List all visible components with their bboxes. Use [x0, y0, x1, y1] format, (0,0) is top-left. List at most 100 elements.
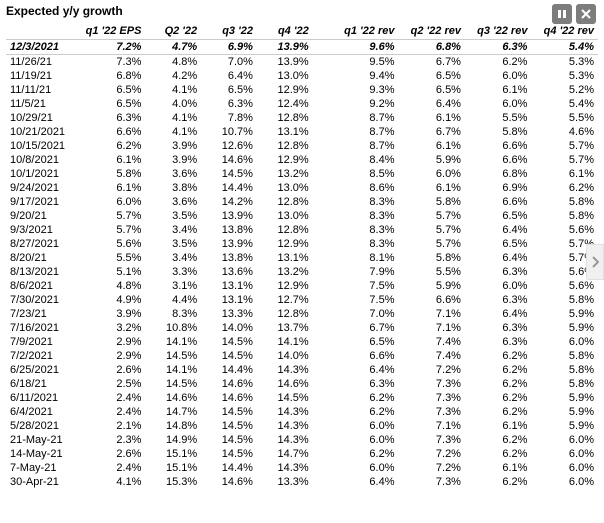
cell-value: 9.6% [332, 40, 398, 55]
cell-value: 6.1% [77, 181, 146, 195]
cell-value: 6.0% [332, 419, 398, 433]
cell-date: 7/30/2021 [6, 293, 77, 307]
cell-value: 6.1% [398, 181, 464, 195]
cell-value: 3.8% [145, 181, 201, 195]
cell-value: 3.9% [145, 139, 201, 153]
cell-value: 4.1% [145, 83, 201, 97]
cell-value: 5.8% [531, 377, 598, 391]
cell-value: 7.9% [332, 265, 398, 279]
cell-value: 6.0% [77, 195, 146, 209]
cell-value: 4.6% [531, 125, 598, 139]
cell-value: 5.8% [398, 195, 464, 209]
cell-value: 4.1% [145, 111, 201, 125]
cell-date: 14-May-21 [6, 447, 77, 461]
cell-date: 9/17/2021 [6, 195, 77, 209]
table-row: 21-May-212.3%14.9%14.5%14.3%6.0%7.3%6.2%… [6, 433, 598, 447]
cell-value: 6.5% [398, 69, 464, 83]
cell-value: 14.5% [201, 405, 257, 419]
cell-value: 6.3% [465, 40, 531, 55]
cell-value: 13.1% [257, 125, 313, 139]
cell-value: 10.7% [201, 125, 257, 139]
cell-value: 6.0% [332, 461, 398, 475]
cell-value: 5.7% [398, 209, 464, 223]
cell-value: 14.6% [201, 475, 257, 489]
cell-value: 5.7% [531, 139, 598, 153]
cell-date: 10/21/2021 [6, 125, 77, 139]
cell-value: 14.7% [257, 447, 313, 461]
cell-value: 14.5% [201, 433, 257, 447]
cell-value: 6.3% [465, 265, 531, 279]
cell-value: 5.5% [77, 251, 146, 265]
cell-value: 4.1% [77, 475, 146, 489]
cell-value: 9.5% [332, 55, 398, 70]
col-q1-eps: q1 '22 EPS [77, 24, 146, 40]
cell-gap [313, 461, 332, 475]
cell-value: 6.2% [332, 447, 398, 461]
cell-value: 3.2% [77, 321, 146, 335]
cell-value: 6.7% [398, 125, 464, 139]
cell-value: 6.0% [332, 433, 398, 447]
cell-value: 8.3% [332, 223, 398, 237]
cell-value: 14.5% [201, 167, 257, 181]
table-row: 10/1/20215.8%3.6%14.5%13.2%8.5%6.0%6.8%6… [6, 167, 598, 181]
cell-value: 5.9% [531, 321, 598, 335]
cell-date: 11/5/21 [6, 97, 77, 111]
cell-gap [313, 69, 332, 83]
cell-value: 6.3% [465, 321, 531, 335]
cell-value: 8.3% [332, 195, 398, 209]
cell-value: 4.9% [77, 293, 146, 307]
next-arrow-button[interactable] [586, 244, 604, 280]
cell-value: 5.6% [531, 223, 598, 237]
cell-value: 13.1% [201, 279, 257, 293]
cell-value: 8.3% [332, 237, 398, 251]
cell-date: 6/18/21 [6, 377, 77, 391]
cell-value: 13.0% [257, 209, 313, 223]
cell-value: 6.1% [77, 153, 146, 167]
cell-value: 5.8% [531, 209, 598, 223]
col-q2: Q2 '22 [145, 24, 201, 40]
cell-value: 6.0% [465, 279, 531, 293]
table-row: 11/5/216.5%4.0%6.3%12.4%9.2%6.4%6.0%5.4% [6, 97, 598, 111]
cell-value: 14.5% [201, 335, 257, 349]
cell-value: 5.4% [531, 97, 598, 111]
cell-gap [313, 265, 332, 279]
cell-value: 6.5% [465, 209, 531, 223]
cell-value: 12.8% [257, 307, 313, 321]
cell-value: 14.5% [257, 391, 313, 405]
cell-value: 8.1% [332, 251, 398, 265]
cell-value: 7.2% [398, 461, 464, 475]
cell-gap [313, 321, 332, 335]
cell-gap [313, 419, 332, 433]
cell-value: 8.4% [332, 153, 398, 167]
cell-value: 2.9% [77, 335, 146, 349]
cell-value: 3.1% [145, 279, 201, 293]
cell-gap [313, 293, 332, 307]
cell-value: 14.3% [257, 419, 313, 433]
col-q3: q3 '22 [201, 24, 257, 40]
cell-value: 14.4% [201, 461, 257, 475]
cell-value: 4.4% [145, 293, 201, 307]
cell-value: 12.9% [257, 237, 313, 251]
cell-value: 6.8% [398, 40, 464, 55]
cell-value: 13.0% [257, 69, 313, 83]
cell-value: 6.4% [465, 223, 531, 237]
table-row: 8/27/20215.6%3.5%13.9%12.9%8.3%5.7%6.5%5… [6, 237, 598, 251]
cell-value: 6.1% [398, 111, 464, 125]
cell-value: 14.9% [145, 433, 201, 447]
cell-value: 7.3% [398, 475, 464, 489]
cell-date: 30-Apr-21 [6, 475, 77, 489]
cell-value: 6.9% [465, 181, 531, 195]
cell-value: 6.3% [465, 293, 531, 307]
cell-value: 6.1% [465, 461, 531, 475]
cell-value: 8.7% [332, 139, 398, 153]
pause-button[interactable] [552, 4, 572, 24]
cell-gap [313, 40, 332, 55]
cell-value: 3.9% [77, 307, 146, 321]
cell-gap [313, 447, 332, 461]
column-header-row: q1 '22 EPS Q2 '22 q3 '22 q4 '22 q1 '22 r… [6, 24, 598, 40]
cell-value: 13.1% [201, 293, 257, 307]
cell-value: 15.1% [145, 447, 201, 461]
cell-date: 10/1/2021 [6, 167, 77, 181]
close-button[interactable] [576, 4, 596, 24]
cell-value: 6.2% [465, 391, 531, 405]
